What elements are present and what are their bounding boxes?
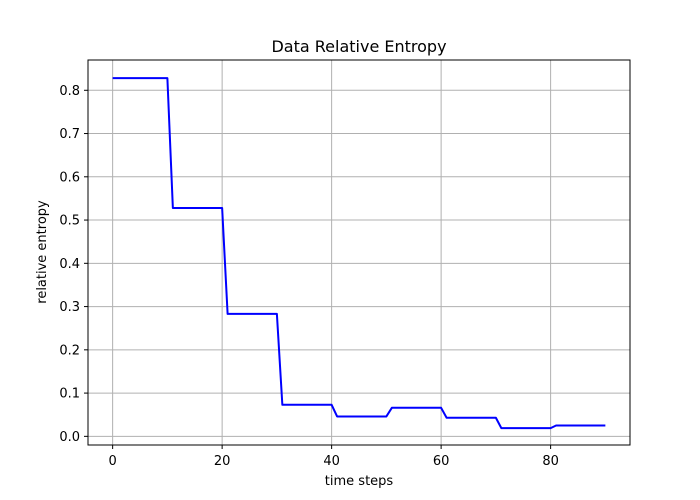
chart-title: Data Relative Entropy	[271, 37, 446, 56]
y-tick-label: 0.7	[59, 127, 80, 142]
y-tick-label: 0.2	[59, 343, 80, 358]
x-tick-label: 80	[542, 454, 559, 469]
y-tick-label: 0.3	[59, 300, 80, 315]
x-tick-label: 20	[214, 454, 231, 469]
plot-frame	[87, 59, 631, 446]
y-tick-label: 0.8	[59, 84, 80, 99]
y-tick-label: 0.1	[59, 387, 80, 402]
x-axis: 0 20 40 60 80	[108, 445, 559, 469]
series-layer	[112, 77, 606, 430]
series-line-0	[112, 77, 606, 430]
y-tick-label: 0.6	[59, 170, 80, 185]
x-tick-label: 0	[108, 454, 116, 469]
x-tick-label: 40	[323, 454, 340, 469]
gridlines	[88, 60, 630, 445]
y-tick-label: 0.4	[59, 257, 80, 272]
y-axis: 0.0 0.1 0.2 0.3 0.4 0.5 0.6 0.7 0.8	[59, 84, 88, 445]
y-tick-label: 0.5	[59, 214, 80, 229]
x-tick-label: 60	[433, 454, 450, 469]
y-axis-label: relative entropy	[35, 200, 50, 304]
y-tick-label: 0.0	[59, 430, 80, 445]
x-axis-label: time steps	[325, 474, 394, 489]
